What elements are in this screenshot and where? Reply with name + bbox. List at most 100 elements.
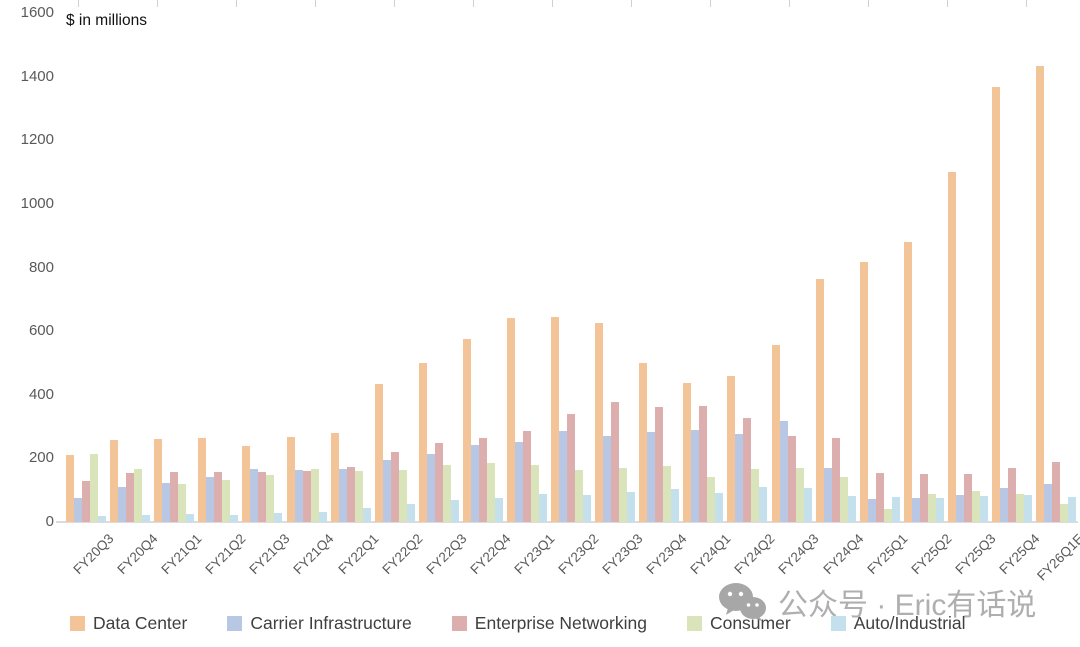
bar — [302, 471, 311, 522]
bar-group-fy22q4 — [461, 13, 505, 522]
bar-group-fy26q1e — [1034, 13, 1078, 522]
bar — [727, 375, 736, 522]
bar-group-fy20q4 — [108, 13, 152, 522]
bar — [522, 431, 531, 522]
bar — [715, 492, 724, 522]
bar — [1044, 484, 1053, 522]
bar — [979, 495, 988, 522]
legend-item: Consumer — [686, 613, 791, 634]
bar — [699, 406, 708, 522]
bar — [603, 435, 612, 522]
x-tick-label: FY22Q2 — [379, 531, 426, 578]
legend-item: Data Center — [70, 613, 187, 634]
y-tick-label: 400 — [28, 385, 54, 403]
legend-item: Carrier Infrastructure — [227, 613, 412, 634]
bar-group-fy22q2 — [373, 13, 417, 522]
top-tick — [157, 0, 158, 7]
bar — [538, 493, 547, 522]
bar — [1036, 65, 1045, 522]
bar — [771, 345, 780, 522]
bar — [867, 499, 876, 522]
legend-item: Auto/Industrial — [830, 613, 966, 634]
bar — [619, 467, 628, 522]
x-tick-label: FY23Q1 — [511, 531, 558, 578]
bar — [1016, 494, 1025, 522]
x-tick-label: FY21Q1 — [158, 531, 205, 578]
bar — [186, 514, 195, 522]
top-tick — [236, 0, 237, 7]
bar — [1000, 488, 1009, 522]
y-tick-label: 600 — [28, 322, 54, 340]
bar-group-fy23q1 — [505, 13, 549, 522]
x-tick-label: FY22Q1 — [335, 531, 382, 578]
bar — [506, 318, 515, 522]
bar-group-fy21q1 — [152, 13, 196, 522]
bar — [847, 495, 856, 522]
legend-label: Consumer — [709, 613, 791, 633]
bar-group-fy24q2 — [725, 13, 769, 522]
bar — [178, 483, 187, 522]
bar — [655, 406, 664, 522]
units-label: $ in millions — [66, 12, 147, 29]
bar — [611, 402, 620, 522]
bar — [330, 432, 339, 522]
bar-group-fy25q3 — [946, 13, 990, 522]
legend-swatch-icon — [686, 616, 702, 631]
x-tick-label: FY22Q4 — [467, 531, 514, 578]
x-tick-label: FY20Q4 — [114, 531, 161, 578]
bar-group-fy25q1 — [858, 13, 902, 522]
y-tick-label: 800 — [28, 258, 54, 276]
y-tick-label: 1600 — [20, 4, 54, 21]
bar — [434, 443, 443, 522]
bar — [154, 438, 163, 522]
bar — [803, 488, 812, 522]
bar — [310, 469, 319, 522]
bar — [831, 437, 840, 522]
bar — [559, 431, 568, 522]
bar — [266, 475, 275, 522]
bar-group-fy23q4 — [637, 13, 681, 522]
bar — [118, 487, 127, 522]
bar — [891, 497, 900, 522]
y-tick-label: 1200 — [20, 131, 54, 149]
bar — [346, 466, 355, 522]
top-tick — [710, 0, 711, 7]
legend-swatch-icon — [227, 616, 243, 631]
bar — [1052, 461, 1061, 522]
bar — [963, 473, 972, 522]
bar — [919, 473, 928, 522]
x-tick-label: FY20Q3 — [70, 531, 117, 578]
bar — [551, 317, 560, 522]
bar — [374, 383, 383, 522]
x-tick-label: FY21Q2 — [202, 531, 249, 578]
top-tick — [1026, 0, 1027, 7]
bar — [170, 471, 179, 522]
bar-group-fy23q2 — [549, 13, 593, 522]
bar-group-fy24q3 — [770, 13, 814, 522]
legend-swatch-icon — [451, 616, 467, 631]
bar — [494, 497, 503, 522]
bar — [759, 487, 768, 522]
bar — [1060, 503, 1069, 522]
legend-label: Auto/Industrial — [853, 613, 966, 633]
bar-group-fy23q3 — [593, 13, 637, 522]
bar-group-fy22q3 — [417, 13, 461, 522]
bar — [935, 497, 944, 522]
bar — [230, 515, 239, 522]
bar — [971, 491, 980, 522]
bar — [242, 445, 251, 522]
plot-area — [64, 13, 1078, 522]
bar — [390, 452, 399, 522]
legend-label: Enterprise Networking — [474, 613, 647, 633]
watermark: 公众号 · Eric有话说 — [718, 580, 1036, 624]
bar — [530, 465, 539, 522]
bar — [627, 492, 636, 522]
y-tick-label: 1400 — [20, 67, 54, 85]
watermark-text: 公众号 · Eric有话说 — [778, 589, 1037, 622]
bar — [947, 171, 956, 522]
bar — [1024, 494, 1033, 522]
bar — [206, 477, 215, 522]
top-tick — [552, 0, 553, 7]
bar — [462, 338, 471, 522]
